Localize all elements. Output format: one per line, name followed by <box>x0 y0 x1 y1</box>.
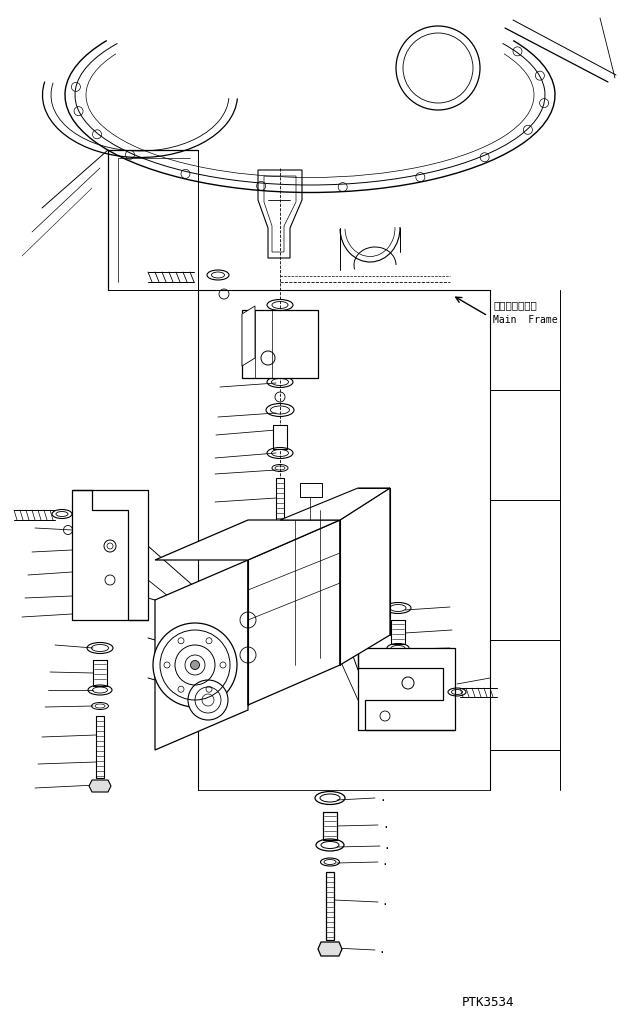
Text: .: . <box>381 858 387 867</box>
Polygon shape <box>340 488 390 665</box>
Text: PTK3534: PTK3534 <box>462 996 515 1009</box>
Circle shape <box>188 680 228 720</box>
Text: .: . <box>379 793 386 803</box>
Text: .: . <box>382 820 389 830</box>
Bar <box>273 425 287 449</box>
Circle shape <box>190 660 200 670</box>
Polygon shape <box>89 780 111 792</box>
Text: .: . <box>381 897 387 907</box>
Circle shape <box>153 623 237 707</box>
Bar <box>326 872 334 940</box>
Polygon shape <box>155 560 248 750</box>
Ellipse shape <box>272 528 288 535</box>
Polygon shape <box>318 942 342 956</box>
Text: .: . <box>383 841 390 851</box>
Polygon shape <box>72 490 148 620</box>
Polygon shape <box>155 520 340 560</box>
Polygon shape <box>242 306 255 366</box>
Text: Main  Frame: Main Frame <box>493 315 558 325</box>
Bar <box>300 483 322 497</box>
Polygon shape <box>248 520 340 705</box>
Bar <box>93 660 107 686</box>
Bar <box>96 716 104 778</box>
Text: メインフレーム: メインフレーム <box>493 300 537 310</box>
Text: .: . <box>378 945 385 955</box>
Polygon shape <box>280 488 390 520</box>
Polygon shape <box>358 648 455 731</box>
Bar <box>276 478 284 530</box>
Bar <box>242 310 318 378</box>
Bar <box>391 620 405 644</box>
Bar <box>323 812 337 840</box>
